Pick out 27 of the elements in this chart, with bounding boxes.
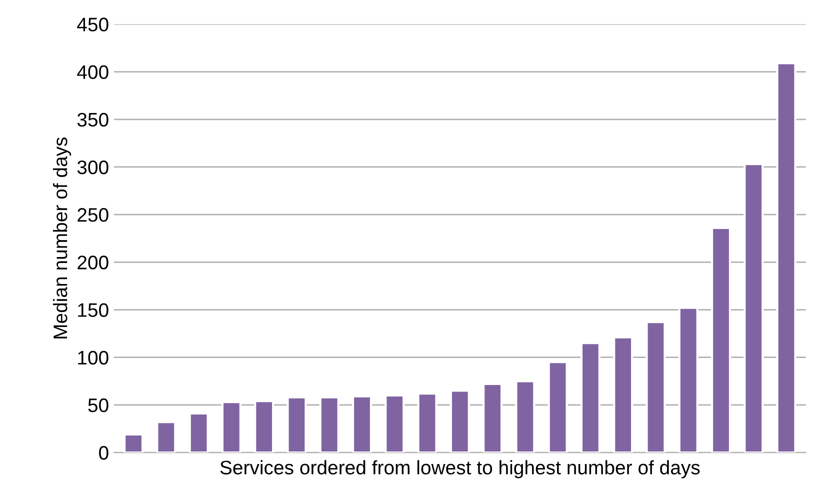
bar xyxy=(450,390,470,453)
bar xyxy=(319,396,340,453)
bar xyxy=(776,62,796,453)
y-tick-label: 400 xyxy=(77,65,108,80)
bar xyxy=(221,401,242,453)
y-tick-label: 50 xyxy=(88,398,108,412)
y-tick-label: 0 xyxy=(99,446,108,460)
x-axis-title: Services ordered from lowest to highest number of days xyxy=(220,460,700,478)
bar xyxy=(613,336,634,453)
y-tick-label: 350 xyxy=(77,112,108,127)
bar xyxy=(352,395,372,453)
bar xyxy=(286,396,307,453)
bar xyxy=(515,380,536,453)
y-tick-label: 250 xyxy=(78,208,108,222)
y-tick-label: 450 xyxy=(77,18,108,32)
y-tick-label: 300 xyxy=(77,160,108,174)
bar xyxy=(254,400,274,453)
bar xyxy=(678,306,698,453)
bar xyxy=(156,421,176,453)
y-tick-label: 200 xyxy=(78,256,108,270)
bar xyxy=(646,321,666,453)
bar xyxy=(744,163,764,453)
y-tick-label: 150 xyxy=(78,303,108,317)
bar xyxy=(548,361,568,453)
bar xyxy=(580,342,600,453)
y-tick-label: 100 xyxy=(78,350,108,365)
y-axis-title: Median number of days xyxy=(52,137,72,338)
